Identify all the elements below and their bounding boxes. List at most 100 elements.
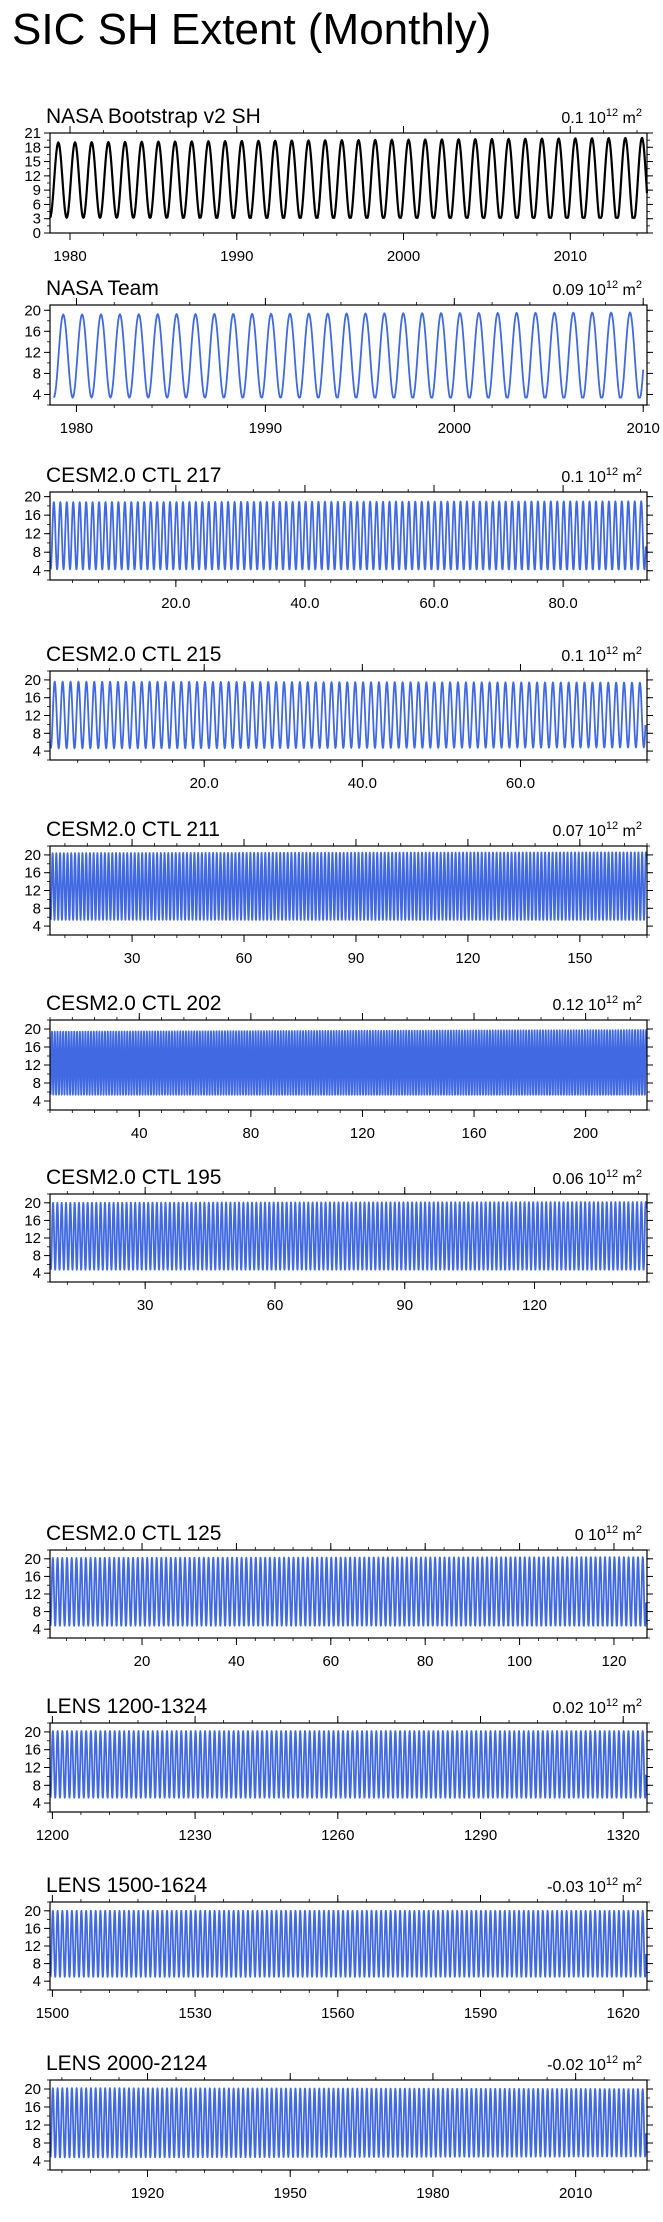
x-tick-label: 20.0 [190,775,219,792]
trend-unit-exponent: 2 [636,279,642,291]
trend-value: 0.1 10 [561,110,606,127]
y-tick-label: 20 [24,302,41,319]
x-tick-label: 1620 [607,2005,640,2022]
x-tick-label: 90 [348,950,365,967]
y-tick-label: 4 [33,2153,41,2170]
chart-title: CESM2.0 CTL 211 [46,818,220,841]
x-tick-label: 2000 [387,248,420,265]
chart-title: CESM2.0 CTL 195 [46,1166,221,1189]
y-tick-label: 16 [24,1039,41,1056]
series-line [49,2087,647,2159]
x-tick-label: 1530 [178,2005,211,2022]
trend-unit: m [618,823,636,840]
trend-unit: m [618,110,636,127]
trend-value: 0.1 10 [561,648,606,665]
page-title: SIC SH Extent (Monthly) [12,5,492,54]
chart-title: NASA Bootstrap v2 SH [46,105,261,128]
y-tick-label: 4 [33,1265,41,1282]
x-tick-label: 1290 [464,1827,497,1844]
x-tick-label: 200 [573,1125,598,1142]
trend-unit-exponent: 2 [636,2054,642,2066]
trend-unit-exponent: 2 [636,1697,642,1709]
trend-exponent: 12 [606,1876,618,1888]
trend-label: 0.09 1012 m2 [552,279,642,299]
trend-unit: m [618,1171,636,1188]
trend-value: 0.12 10 [552,997,605,1014]
y-tick-label: 20 [24,1724,41,1741]
y-tick-label: 12 [24,1938,41,1955]
y-tick-label: 8 [33,725,41,742]
y-tick-label: 8 [33,544,41,561]
x-tick-label: 40.0 [290,595,319,612]
x-tick-label: 1980 [53,248,86,265]
trend-unit-exponent: 2 [636,107,642,119]
plot-frame [49,491,648,581]
trend-unit-exponent: 2 [636,645,642,657]
x-tick-label: 80 [417,1653,434,1670]
x-tick-label: 120 [522,1297,547,1314]
y-tick-label: 16 [24,1212,41,1229]
x-tick-label: 2000 [438,420,471,437]
y-tick-label: 12 [24,526,41,543]
trend-unit-exponent: 2 [636,1876,642,1888]
trend-value: 0.07 10 [552,823,605,840]
y-tick-label: 4 [33,918,41,935]
trend-label: 0.02 1012 m2 [552,1697,642,1717]
chart-title: CESM2.0 CTL 217 [46,464,221,487]
trend-value: 0.1 10 [561,469,606,486]
trend-exponent: 12 [606,279,618,291]
x-tick-label: 80 [243,1125,260,1142]
trend-value: -0.03 10 [547,1879,606,1896]
y-tick-label: 8 [33,2135,41,2152]
y-tick-label: 8 [33,365,41,382]
y-tick-label: 9 [33,182,41,199]
x-tick-label: 20 [134,1653,151,1670]
y-tick-label: 0 [33,225,41,242]
y-tick-label: 15 [24,154,41,171]
y-tick-label: 20 [24,1551,41,1568]
series-line [49,1909,647,1978]
y-tick-label: 12 [24,1230,41,1247]
series-line [52,311,645,399]
trend-exponent: 12 [606,1697,618,1709]
y-tick-label: 12 [24,1760,41,1777]
y-tick-label: 16 [24,323,41,340]
chart-title: LENS 2000-2124 [46,2052,207,2075]
x-tick-label: 1920 [131,2185,164,2202]
series-line [49,680,647,750]
y-tick-label: 20 [24,847,41,864]
y-tick-label: 4 [33,386,41,403]
y-tick-label: 4 [33,743,41,760]
y-tick-label: 20 [24,489,41,506]
x-tick-label: 1200 [36,1827,69,1844]
x-tick-label: 60.0 [419,595,448,612]
x-tick-label: 60 [236,950,253,967]
x-tick-label: 90 [396,1297,413,1314]
series-line [49,851,648,921]
x-tick-label: 100 [507,1653,532,1670]
x-tick-label: 40.0 [348,775,377,792]
y-tick-label: 12 [24,1586,41,1603]
trend-label: 0.1 1012 m2 [561,466,642,486]
trend-unit-exponent: 2 [636,994,642,1006]
x-tick-label: 1560 [321,2005,354,2022]
x-tick-label: 60 [267,1297,284,1314]
trend-label: -0.03 1012 m2 [547,1876,642,1896]
chart-title: LENS 1500-1624 [46,1874,207,1897]
trend-unit: m [618,2057,636,2074]
trend-unit-exponent: 2 [636,466,642,478]
y-tick-label: 8 [33,900,41,917]
trend-unit: m [618,282,636,299]
trend-value: -0.02 10 [547,2057,606,2074]
trend-unit: m [618,1879,636,1896]
trend-label: -0.02 1012 m2 [547,2054,642,2074]
x-tick-label: 30 [137,1297,154,1314]
x-tick-label: 40 [131,1125,148,1142]
